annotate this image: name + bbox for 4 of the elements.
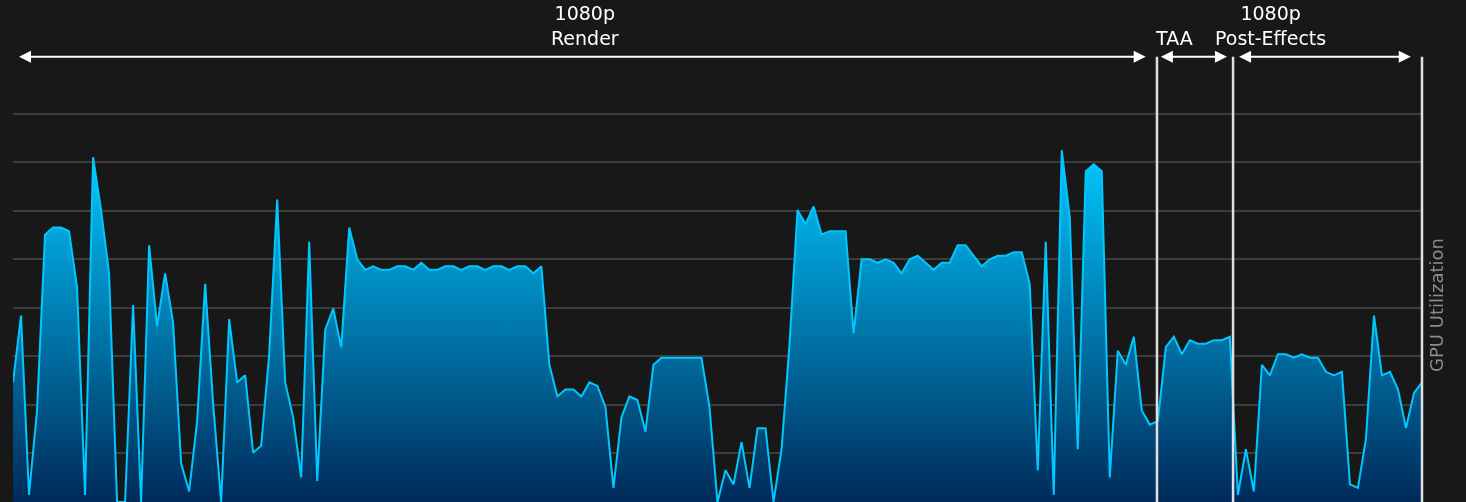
text: 1080p Post-Effects — [1215, 2, 1327, 49]
y-axis-title: GPU Utilization — [1426, 238, 1448, 372]
text: 1080p Render — [551, 2, 619, 49]
text: TAA — [1155, 27, 1193, 49]
